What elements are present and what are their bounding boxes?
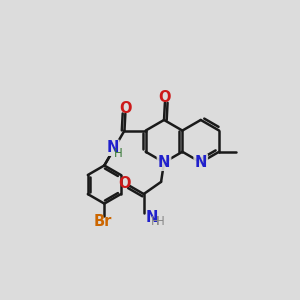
Text: N: N xyxy=(195,155,207,170)
Text: N: N xyxy=(146,210,158,225)
Text: O: O xyxy=(119,176,131,191)
Text: Br: Br xyxy=(94,214,112,229)
Text: N: N xyxy=(158,155,170,170)
Text: H: H xyxy=(155,214,164,228)
Text: O: O xyxy=(159,90,171,105)
Text: H: H xyxy=(114,147,122,160)
Text: N: N xyxy=(106,140,119,155)
Text: H: H xyxy=(151,215,160,228)
Text: O: O xyxy=(119,101,132,116)
